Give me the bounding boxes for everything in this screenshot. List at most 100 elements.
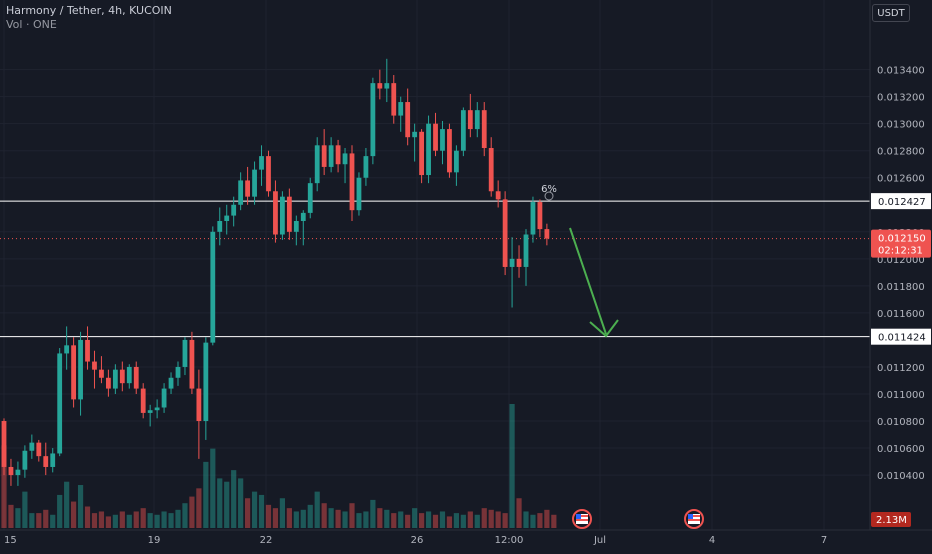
volume-bar (474, 514, 480, 528)
volume-bar (50, 514, 56, 528)
volume-bar (272, 508, 279, 528)
volume-bar (377, 508, 383, 528)
level-label: 0.011424 (878, 333, 926, 344)
candle-body (196, 388, 202, 422)
candle-body (377, 83, 383, 89)
volume-bar (154, 514, 160, 528)
horizontal-levels[interactable] (0, 200, 870, 338)
candle-body (460, 110, 466, 151)
candle-body (509, 258, 515, 267)
volume-bar (224, 481, 230, 528)
volume-bar (286, 508, 292, 528)
candle-body (307, 183, 313, 213)
price-tick-label: 0.013200 (877, 93, 925, 104)
volume-bar (328, 508, 334, 528)
candle-body (440, 129, 445, 151)
volume-bar (210, 448, 216, 528)
candle-body (335, 145, 341, 165)
candle-body (43, 456, 49, 467)
volume-bar (335, 509, 341, 528)
volume-bar (370, 499, 376, 528)
candle-body (175, 366, 181, 378)
level-label: 0.012427 (878, 197, 926, 208)
volume-badge: 2.13M (876, 515, 907, 526)
volume-bar (453, 513, 459, 528)
price-tick-label: 0.011000 (877, 390, 925, 401)
price-tick-label: 0.011800 (877, 282, 925, 293)
candle-body (426, 123, 431, 176)
price-tick-label: 0.010600 (877, 444, 925, 455)
candle-body (328, 145, 334, 167)
candle-body (384, 83, 390, 89)
volume-bar (502, 513, 508, 528)
price-tick-label: 0.010800 (877, 417, 925, 428)
volume-bar (43, 509, 49, 528)
candle-body (349, 153, 355, 211)
trend-arrow[interactable] (569, 227, 619, 338)
candle-body (454, 150, 459, 173)
currency-button[interactable]: USDT (872, 4, 910, 22)
time-tick-label: 19 (148, 535, 161, 546)
volume-bar (356, 513, 362, 528)
candle-body (412, 131, 418, 138)
price-candles (1, 58, 550, 486)
candle-body (133, 366, 139, 389)
grid (0, 0, 870, 530)
event-flags[interactable] (572, 509, 704, 529)
candle-body (544, 229, 550, 239)
candle-body (474, 110, 480, 130)
candle-body (447, 129, 452, 173)
candle-body (203, 342, 209, 422)
candle-body (119, 369, 125, 384)
volume-bar (133, 511, 139, 528)
volume-bar (481, 508, 487, 528)
candle-body (210, 231, 216, 343)
price-axis[interactable]: 0.010400 0.010600 0.010800 0.011000 0.011200… (877, 66, 925, 482)
candle-body (57, 353, 63, 454)
candle-body (516, 258, 522, 267)
candle-body (293, 220, 299, 232)
time-tick-label: 4 (709, 535, 715, 546)
volume-bar (419, 513, 425, 528)
candle-body (273, 191, 278, 235)
volume-bar (516, 498, 522, 528)
candle-body (106, 377, 111, 389)
symbol-title: Harmony / Tether, 4h, KUCOIN (6, 4, 172, 17)
volume-bar (265, 504, 272, 528)
volume-bar (231, 470, 237, 528)
volume-bar (488, 509, 494, 528)
price-tick-label: 0.010400 (877, 471, 925, 482)
percent-annotation: 6% (541, 184, 557, 195)
candle-body (433, 123, 438, 151)
volume-bar (119, 511, 125, 528)
candle-body (370, 83, 376, 157)
candle-body (217, 220, 223, 232)
candle-body (182, 339, 188, 367)
candle-body (398, 102, 404, 116)
candle-body (112, 369, 118, 389)
volume-bar (279, 498, 285, 528)
price-tick-label: 0.012800 (877, 147, 925, 158)
candle-body (99, 369, 104, 378)
volume-bar (544, 509, 550, 528)
time-axis[interactable]: 15 19 22 26 12:00 Jul 4 7 (4, 535, 827, 546)
volume-bar (168, 513, 174, 528)
volume-bar (258, 494, 265, 528)
volume-bar (182, 503, 188, 528)
us-flag-icon[interactable] (572, 509, 592, 529)
volume-bar (307, 504, 313, 528)
us-flag-icon[interactable] (684, 509, 704, 529)
volume-bar (175, 509, 181, 528)
volume-bar (314, 491, 320, 528)
arrow-shaft (569, 227, 607, 335)
candle-body (231, 204, 237, 216)
candle-body (537, 202, 543, 230)
candle-body (356, 177, 362, 211)
volume-bar (405, 514, 411, 528)
volume-bar (147, 513, 153, 528)
volume-bar (446, 516, 453, 528)
volume-bar (140, 508, 146, 528)
candle-body (1, 421, 7, 467)
